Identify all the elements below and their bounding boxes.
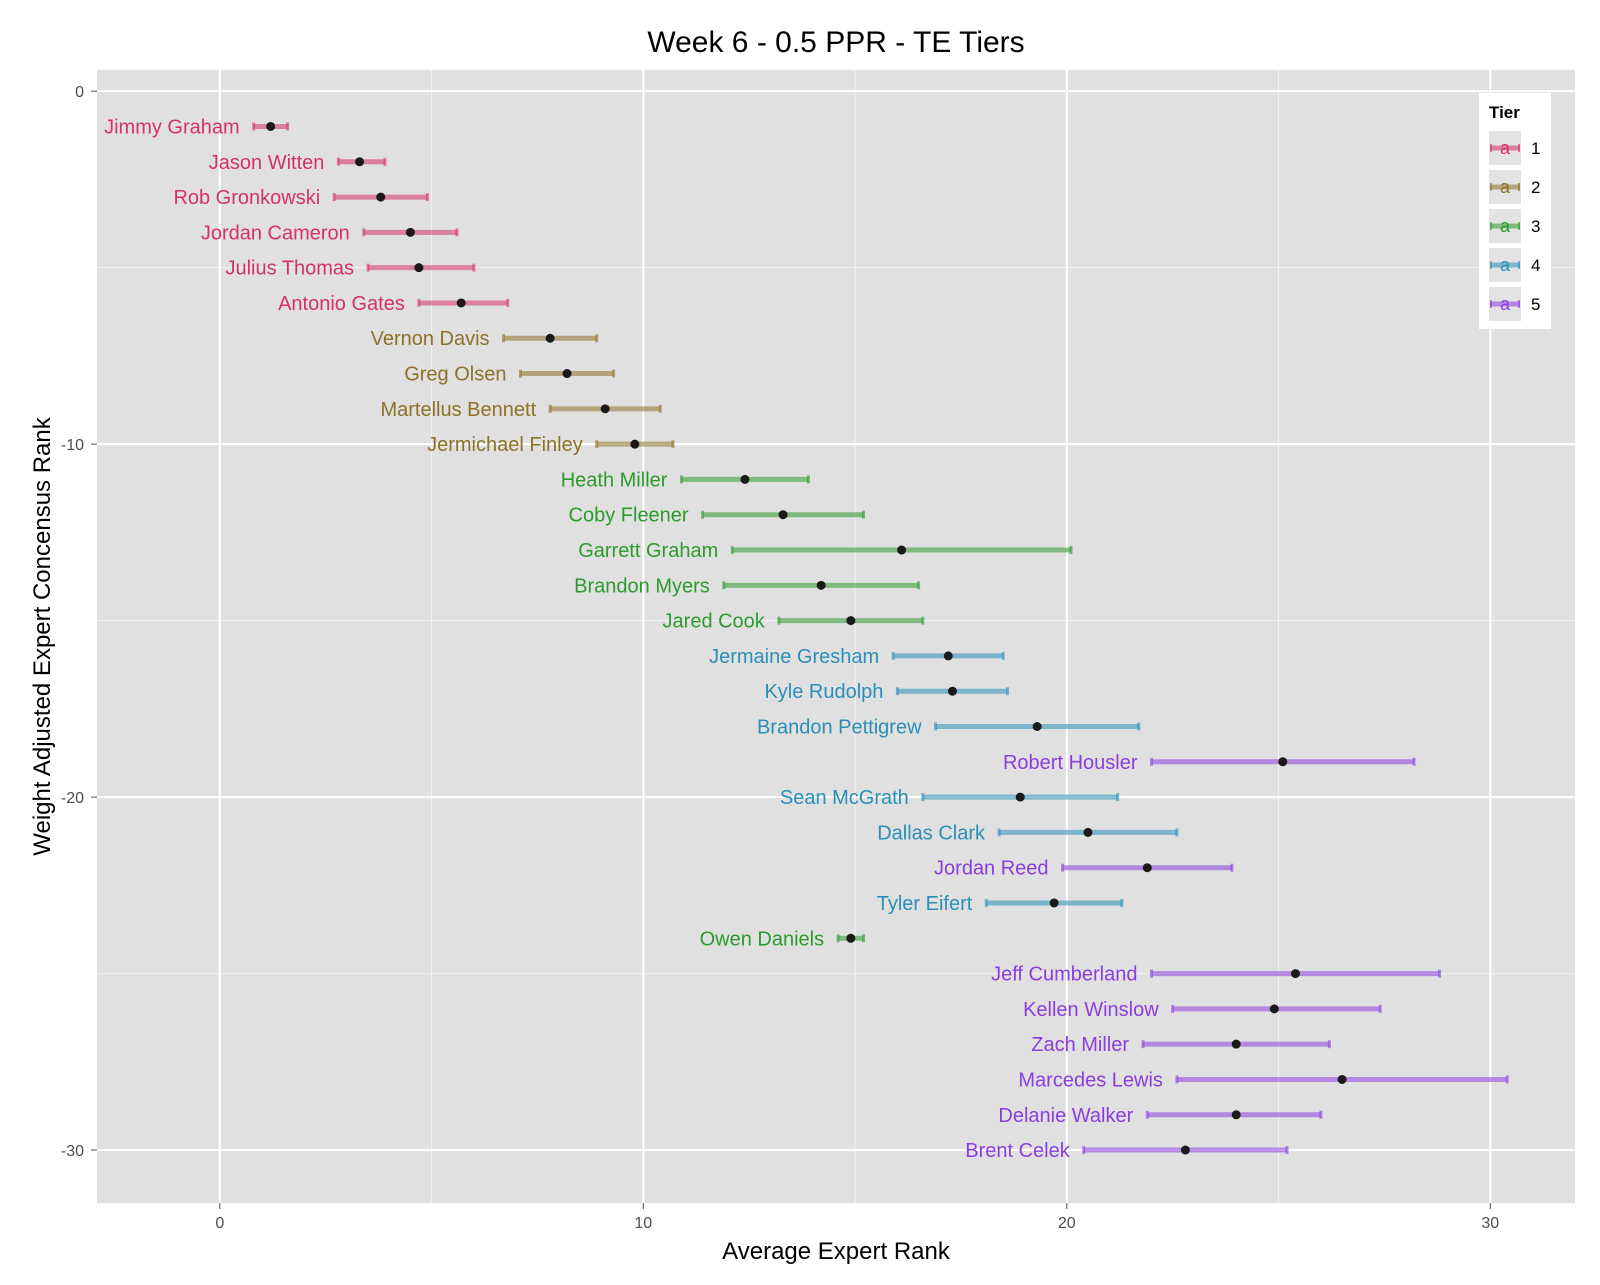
player-label: Jermaine Gresham [709,646,879,668]
data-point [1180,1145,1190,1155]
legend-key-glyph: a [1500,216,1511,236]
player-label: Robert Housler [1003,752,1138,774]
data-point [1337,1074,1347,1084]
data-point [1015,792,1025,802]
player-label: Jason Witten [209,152,325,174]
plot-panel [97,70,1575,1203]
data-point [1290,969,1300,979]
player-label: Antonio Gates [278,293,405,315]
y-axis-title: Weight Adjusted Expert Concensus Rank [29,416,56,855]
player-label: Kellen Winslow [1023,999,1159,1021]
data-point [1231,1110,1241,1120]
data-points [266,121,1347,1155]
data-point [816,580,826,590]
data-point [545,333,555,343]
player-label: Dallas Clark [877,822,986,844]
y-tick-label: -30 [61,1143,84,1160]
legend-key-glyph: a [1500,294,1511,314]
data-point [405,227,415,237]
player-label: Garrett Graham [578,540,718,562]
legend-label: 1 [1531,139,1540,158]
player-label: Owen Daniels [700,928,825,950]
data-point [456,298,466,308]
data-point [1269,1004,1279,1014]
axes: 0 10 20 30 0 -10 -20 -30 [61,84,1499,1232]
player-label: Sean McGrath [780,787,909,809]
legend: Tier a 1 a 2 a 3 a 4 a 5 [1479,93,1551,329]
data-point [1049,898,1059,908]
y-tick-label: -10 [61,437,84,454]
player-label: Heath Miller [561,469,668,491]
data-point [1142,863,1152,873]
data-point [947,686,957,696]
data-point [778,510,788,520]
y-tick-label: 0 [75,84,84,101]
legend-key-glyph: a [1500,138,1511,158]
legend-label: 4 [1531,256,1540,275]
player-label: Rob Gronkowski [173,187,320,209]
player-label: Jared Cook [663,611,766,633]
player-label: Jimmy Graham [104,116,240,138]
player-label: Jordan Reed [934,858,1049,880]
data-point [1083,827,1093,837]
data-point [376,192,386,202]
player-label: Martellus Bennett [380,399,536,421]
chart-title: Week 6 - 0.5 PPR - TE Tiers [647,26,1024,59]
legend-key-glyph: a [1500,177,1511,197]
player-label: Jordan Cameron [201,222,350,244]
x-tick-label: 0 [215,1215,224,1232]
player-label: Greg Olsen [404,364,506,386]
data-point [897,545,907,555]
data-point [630,439,640,449]
data-point [266,121,276,131]
legend-label: 2 [1531,178,1540,197]
x-tick-label: 20 [1058,1215,1076,1232]
data-point [1032,722,1042,732]
player-label: Brandon Pettigrew [757,717,922,739]
player-label: Jeff Cumberland [991,964,1137,986]
x-tick-label: 30 [1481,1215,1499,1232]
data-point [355,157,365,167]
player-label: Marcedes Lewis [1018,1069,1163,1091]
player-label: Brandon Myers [574,575,710,597]
major-gridlines [97,70,1575,1203]
data-point [846,616,856,626]
player-label: Zach Miller [1031,1034,1129,1056]
data-point [740,474,750,484]
legend-key-glyph: a [1500,255,1511,275]
data-point [1278,757,1288,767]
legend-label: 3 [1531,217,1540,236]
player-label: Coby Fleener [569,505,689,527]
player-label: Vernon Davis [371,328,490,350]
player-label: Kyle Rudolph [764,681,883,703]
data-point [414,263,424,273]
data-point [600,404,610,414]
data-point [943,651,953,661]
player-label: Delanie Walker [998,1105,1133,1127]
legend-title: Tier [1489,103,1520,122]
player-labels: Jimmy Graham Jason Witten Rob Gronkowski Jo… [104,116,1163,1162]
legend-label: 5 [1531,295,1540,314]
data-point [1231,1039,1241,1049]
player-label: Jermichael Finley [427,434,583,456]
data-point [846,933,856,943]
x-axis-title: Average Expert Rank [722,1238,951,1265]
x-tick-label: 10 [634,1215,652,1232]
player-label: Brent Celek [965,1140,1070,1162]
data-point [562,369,572,379]
y-tick-label: -20 [61,790,84,807]
player-label: Julius Thomas [225,258,354,280]
player-label: Tyler Eifert [877,893,973,915]
